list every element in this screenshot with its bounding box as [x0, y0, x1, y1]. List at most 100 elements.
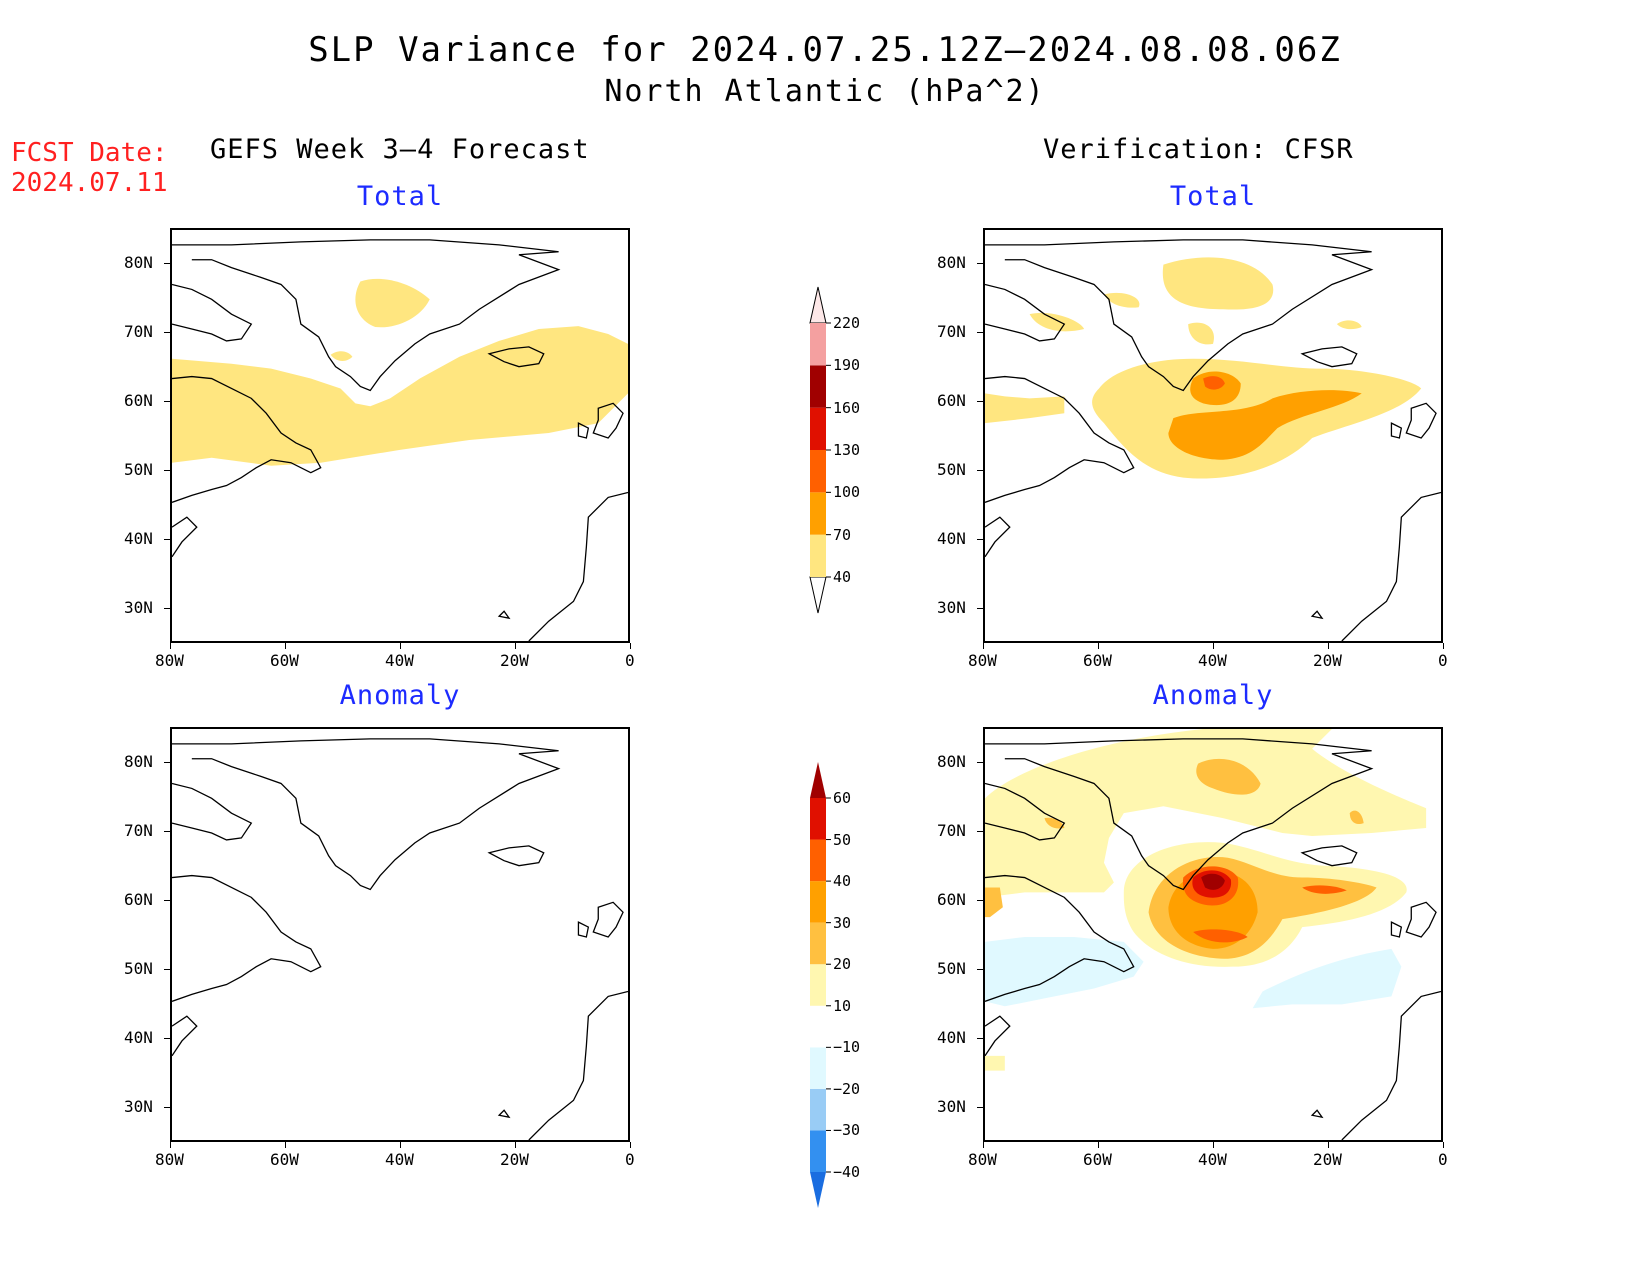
chart-title: SLP Variance for 2024.07.25.12Z–2024.08.…: [308, 30, 1342, 70]
lat-tick: [977, 1107, 983, 1109]
lat-tick-label: 40N: [937, 1028, 966, 1048]
lon-tick: [983, 1142, 984, 1148]
lon-tick-label: 80W: [968, 651, 997, 670]
colorbar-label: −40: [833, 1163, 861, 1181]
lon-tick: [983, 643, 984, 649]
lon-tick-label: 60W: [1083, 1150, 1112, 1169]
lat-tick: [164, 331, 170, 333]
colorbar-total: 40 70 100 130 160 190 220: [805, 285, 895, 615]
shade-40-small: [330, 351, 353, 362]
colorbar-swatch: [810, 492, 826, 535]
colorbar-swatch: [810, 881, 826, 923]
lat-tick: [164, 830, 170, 832]
colorbar-arrow-low: [809, 576, 827, 614]
colorbar-anomaly-graphic: [810, 762, 831, 1208]
lat-tick: [164, 1107, 170, 1109]
shade-20-small-w: [1044, 817, 1065, 829]
shade-neg10-east: [1252, 948, 1402, 1009]
shade-20-north: [1196, 758, 1261, 795]
lat-tick-label: 60N: [124, 390, 153, 410]
shade-40-west: [985, 393, 1065, 424]
lon-tick-label: 20W: [500, 651, 529, 670]
coastline: [172, 738, 628, 1140]
colorbar-swatch: [810, 365, 826, 408]
colorbar-swatch: [810, 450, 826, 493]
lon-tick-label: 40W: [385, 651, 414, 670]
lat-tick: [164, 608, 170, 610]
lon-tick-label: 80W: [968, 1150, 997, 1169]
lon-tick: [630, 643, 631, 649]
panel-title-gefs-total: Total: [356, 181, 444, 212]
lon-tick-label: 0: [625, 651, 635, 670]
lat-tick-label: 30N: [937, 1097, 966, 1117]
colorbar-label: 70: [833, 525, 852, 544]
shade-40-small-d: [1336, 320, 1362, 330]
lon-tick-label: 40W: [1198, 1150, 1227, 1169]
colorbar-swatch: [810, 1047, 826, 1089]
shade-40: [172, 326, 628, 466]
lat-tick-label: 40N: [124, 1028, 153, 1048]
shade-40-small-a: [1029, 312, 1085, 332]
lon-tick: [1213, 1142, 1214, 1148]
colorbar-label: 40: [833, 872, 852, 891]
colorbar-swatch: [810, 922, 826, 965]
colorbar-label: 50: [833, 830, 852, 849]
column-title-left: GEFS Week 3–4 Forecast: [210, 134, 590, 165]
lat-tick-label: 50N: [937, 959, 966, 979]
lat-tick: [977, 899, 983, 901]
colorbar-label: 160: [833, 398, 861, 417]
colorbar-swatch: [810, 798, 826, 840]
lon-tick-label: 80W: [155, 651, 184, 670]
lat-tick-label: 30N: [937, 598, 966, 618]
colorbar-label: 100: [833, 483, 861, 502]
lat-tick-label: 40N: [937, 529, 966, 549]
shade-10-sw: [985, 1055, 1005, 1071]
lon-tick-label: 60W: [270, 1150, 299, 1169]
lon-tick: [400, 643, 401, 649]
shade-100: [1203, 376, 1225, 390]
lat-tick: [977, 830, 983, 832]
lat-tick: [164, 400, 170, 402]
lat-tick-label: 30N: [124, 1097, 153, 1117]
lat-tick: [977, 1038, 983, 1040]
lat-tick-label: 60N: [124, 889, 153, 909]
lat-tick: [164, 1038, 170, 1040]
lat-tick: [977, 539, 983, 541]
lat-tick: [977, 608, 983, 610]
lon-tick: [170, 643, 171, 649]
colorbar-label: 40: [833, 568, 852, 586]
lat-tick-label: 80N: [124, 751, 153, 771]
lat-tick: [977, 969, 983, 971]
lat-tick-label: 50N: [937, 460, 966, 480]
lon-tick: [1443, 643, 1444, 649]
lon-tick-label: 80W: [155, 1150, 184, 1169]
panel-title-gefs-anomaly: Anomaly: [339, 680, 461, 711]
shade-40-small-c: [1188, 322, 1214, 345]
colorbar-swatch: [810, 323, 826, 366]
lat-tick: [977, 761, 983, 763]
colorbar-arrow-high: [809, 286, 827, 324]
shade-20-west: [985, 887, 1003, 918]
lat-tick: [977, 262, 983, 264]
colorbar-label: 30: [833, 913, 852, 932]
coastline: [985, 738, 1441, 1140]
colorbar-label: 60: [833, 789, 852, 807]
colorbar-arrow-high: [810, 762, 826, 798]
lon-tick-label: 40W: [385, 1150, 414, 1169]
shade-10: [985, 729, 1427, 898]
shade-40-small-b: [1103, 292, 1140, 308]
lat-tick-label: 80N: [937, 252, 966, 272]
lat-tick-label: 70N: [937, 820, 966, 840]
colorbar-label: −20: [833, 1079, 861, 1098]
colorbar-swatch: [810, 1005, 826, 1048]
lat-tick: [164, 969, 170, 971]
lat-tick: [164, 899, 170, 901]
fcst-date: FCST Date: 2024.07.11: [11, 138, 168, 198]
colorbar-label: −10: [833, 1038, 861, 1057]
fcst-date-label: FCST Date:: [11, 138, 168, 168]
coastline: [985, 239, 1441, 641]
shade-40-b: [1193, 929, 1248, 943]
lon-tick: [515, 643, 516, 649]
colorbar-swatch: [810, 407, 826, 450]
map-panel-cfsr-anomaly: [983, 727, 1443, 1142]
